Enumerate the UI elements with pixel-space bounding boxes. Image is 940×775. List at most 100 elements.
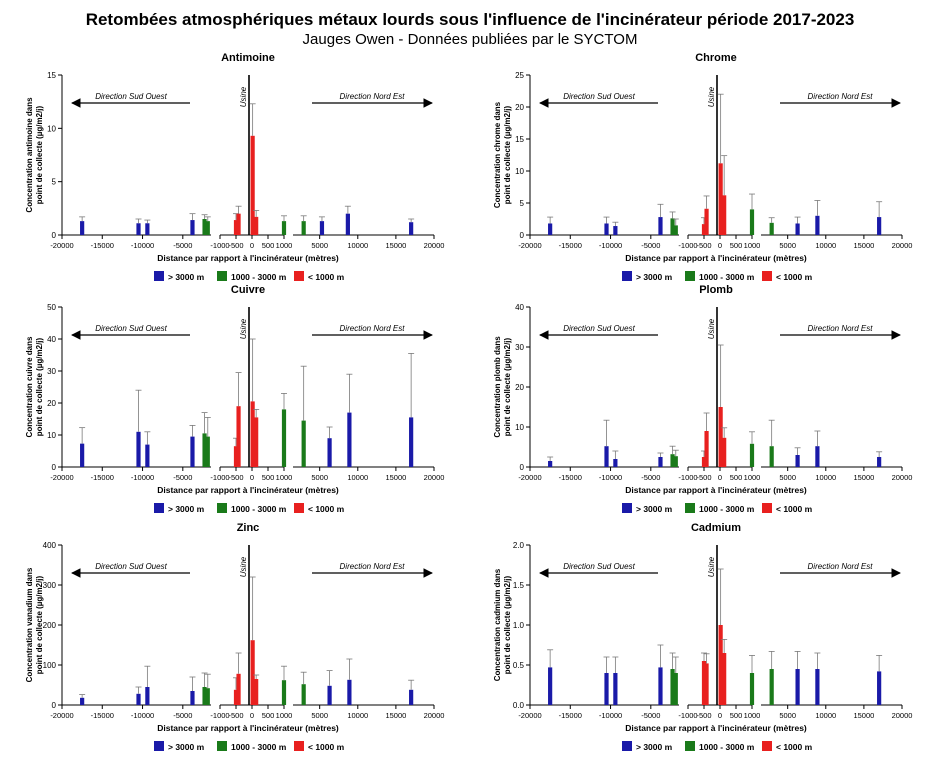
y-tick-label: 50 [47, 303, 56, 312]
bar [250, 401, 255, 467]
bar [670, 218, 675, 235]
bar [190, 691, 195, 705]
x-tick-label: -5000 [641, 241, 660, 250]
x-tick-label: -15000 [91, 241, 114, 250]
chart-panel-zinc: Zinc 0 100 200 300 400 Concentration vanadium … [25, 522, 444, 752]
y-tick-label: 30 [47, 367, 56, 376]
direction-right-label: Direction Nord Est [808, 324, 874, 333]
legend-label: < 1000 m [308, 742, 345, 752]
x-tick-label: 10000 [347, 711, 368, 720]
bar [301, 684, 306, 705]
x-tick-label: 1000 [276, 241, 293, 250]
bar [301, 221, 306, 235]
x-tick-label: 500 [730, 711, 743, 720]
usine-label: Usine [239, 556, 248, 577]
y-tick-label: 15 [515, 135, 524, 144]
bar [281, 409, 287, 467]
x-tick-label: -5000 [641, 711, 660, 720]
y-tick-label: 10 [47, 431, 56, 440]
y-axis-label-line: Concentration cuivre dans [25, 336, 34, 437]
chart-panel-cuivre: Cuivre 0 10 20 30 40 50 Concentration cuivre da… [25, 284, 444, 514]
bar [877, 457, 882, 467]
chart-title: Cadmium [691, 522, 741, 534]
legend-label: 1000 - 3000 m [699, 504, 755, 514]
bar [749, 443, 755, 467]
x-tick-label: -10000 [599, 241, 622, 250]
bar [136, 431, 141, 467]
y-tick-label: 0 [520, 231, 525, 240]
bar [701, 457, 707, 467]
y-tick-label: 0 [52, 231, 57, 240]
y-axis-label-line: Concentration antimoine dans [25, 97, 34, 213]
legend-swatch [294, 271, 304, 281]
x-tick-label: -20000 [50, 473, 73, 482]
bar [658, 457, 663, 467]
x-axis-label: Distance par rapport à l'incinérateur (m… [157, 723, 339, 733]
x-axis-label: Distance par rapport à l'incinérateur (m… [625, 253, 807, 263]
bar [718, 407, 723, 467]
x-tick-label: -1000 [210, 473, 229, 482]
x-tick-label: 5000 [779, 241, 796, 250]
x-tick-label: 500 [262, 241, 275, 250]
bar [673, 225, 678, 235]
x-tick-label: -500 [228, 711, 243, 720]
x-tick-label: -10000 [131, 241, 154, 250]
legend-swatch [762, 503, 772, 513]
x-tick-label: 10000 [815, 473, 836, 482]
bar [815, 446, 820, 467]
legend-swatch [622, 271, 632, 281]
y-axis-label: Concentration vanadium danspoint de coll… [25, 567, 44, 682]
x-tick-label: 20000 [424, 473, 445, 482]
legend-swatch [217, 741, 227, 751]
bar [795, 669, 800, 705]
bar [202, 219, 207, 235]
direction-right-label: Direction Nord Est [340, 324, 406, 333]
y-axis-label-line: point de collecte (µg/m2/j) [503, 337, 512, 436]
x-tick-label: 500 [730, 241, 743, 250]
y-axis-label-line: point de collecte (µg/m2/j) [35, 575, 44, 674]
bar [254, 216, 259, 235]
legend-label: > 3000 m [168, 742, 205, 752]
legend-label: > 3000 m [636, 504, 673, 514]
x-tick-label: 0 [718, 241, 722, 250]
x-axis-label: Distance par rapport à l'incinérateur (m… [157, 485, 339, 495]
bar [254, 679, 259, 705]
x-tick-label: -15000 [559, 241, 582, 250]
bar [604, 223, 609, 235]
bar [704, 431, 709, 467]
bar [673, 456, 678, 467]
usine-label: Usine [707, 318, 716, 339]
x-tick-label: 15000 [385, 241, 406, 250]
bar [701, 224, 707, 235]
y-tick-label: 100 [43, 661, 57, 670]
x-tick-label: -5000 [173, 473, 192, 482]
legend-swatch [154, 741, 164, 751]
bar [236, 673, 241, 705]
x-tick-label: 0 [250, 473, 254, 482]
x-tick-label: -15000 [91, 473, 114, 482]
bar [718, 625, 723, 705]
y-axis-label: Concentration chrome danspoint de collec… [493, 101, 512, 208]
x-tick-label: 20000 [892, 241, 913, 250]
legend-label: > 3000 m [636, 742, 673, 752]
legend-label: < 1000 m [776, 742, 813, 752]
bar [795, 223, 800, 235]
legend-swatch [685, 503, 695, 513]
y-tick-label: 0.5 [513, 661, 525, 670]
y-axis-label-line: point de collecte (µg/m2/j) [503, 575, 512, 674]
x-tick-label: -20000 [518, 241, 541, 250]
legend-swatch [685, 741, 695, 751]
x-tick-label: -15000 [91, 711, 114, 720]
legend-swatch [622, 741, 632, 751]
usine-label: Usine [239, 318, 248, 339]
bar [190, 220, 195, 235]
chart-title: Zinc [237, 522, 260, 534]
bar [409, 222, 414, 235]
legend-label: < 1000 m [776, 504, 813, 514]
legend-swatch [294, 503, 304, 513]
bar [769, 669, 774, 705]
bar [205, 436, 210, 467]
x-tick-label: 5000 [779, 711, 796, 720]
bar [769, 446, 774, 467]
